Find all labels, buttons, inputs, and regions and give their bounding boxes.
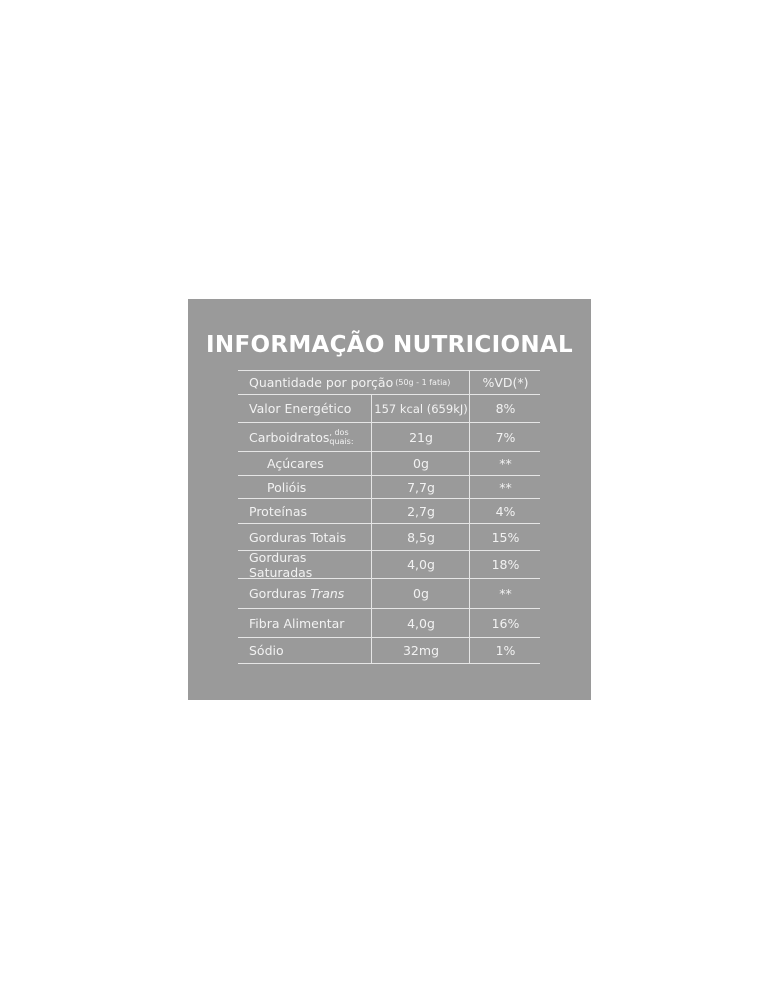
nutrient-dv: 7%	[469, 423, 541, 451]
table-row: Carboidratos, dos quais: 21g 7%	[238, 422, 540, 451]
nutrient-name: Gorduras Totais	[249, 529, 347, 545]
table-row: Gorduras Totais 8,5g 15%	[238, 523, 540, 550]
nutrient-amount: 2,7g	[371, 499, 470, 523]
nutrition-panel: INFORMAÇÃO NUTRICIONAL Quantidade por po…	[188, 299, 591, 700]
nutrient-name: Fibra Alimentar	[249, 615, 345, 631]
table-row: Proteínas 2,7g 4%	[238, 498, 540, 523]
nutrition-table: Quantidade por porção (50g - 1 fatia) %VD…	[238, 370, 540, 664]
nutrient-dv: **	[469, 579, 541, 608]
nutrient-amount: 0g	[371, 579, 470, 608]
nutrient-label: Carboidratos	[249, 429, 330, 445]
header-label: Quantidade por porção	[249, 375, 394, 390]
nutrient-dv: **	[469, 452, 541, 475]
nutrient-dv: **	[469, 476, 541, 498]
nutrient-note: , dos quais:	[329, 428, 354, 446]
nutrient-amount: 32mg	[371, 638, 470, 663]
serving-size: (50g - 1 fatia)	[395, 378, 451, 387]
nutrient-dv: 4%	[469, 499, 541, 523]
nutrient-name: Sódio	[249, 643, 284, 658]
nutrient-name: Carboidratos, dos quais:	[238, 423, 371, 451]
table-row: Gorduras Saturadas 4,0g 18%	[238, 549, 541, 580]
nutrient-dv: 1%	[469, 638, 541, 663]
nutrient-name: Proteínas	[249, 503, 307, 519]
nutrient-name: Gorduras Saturadas	[249, 549, 313, 580]
nutrient-note: Trans	[310, 586, 345, 601]
nutrient-amount: 157 kcal (659kJ)	[371, 395, 470, 422]
table-row: Polióis 7,7g **	[238, 475, 540, 498]
nutrient-dv: 8%	[469, 395, 541, 422]
table-row: Sódio 32mg 1%	[238, 637, 540, 664]
nutrient-dv: 18%	[469, 551, 541, 578]
nutrient-dv: 16%	[469, 609, 541, 637]
table-row: Gorduras Trans 0g **	[238, 578, 540, 608]
nutrient-amount: 21g	[371, 423, 470, 451]
nutrient-name: Polióis	[267, 479, 307, 495]
nutrient-amount: 8,5g	[371, 524, 470, 550]
nutrient-dv: 15%	[469, 524, 541, 550]
table-row: Fibra Alimentar 4,0g 16%	[238, 608, 540, 637]
nutrient-amount: 7,7g	[371, 476, 470, 498]
serving-label: Quantidade por porção (50g - 1 fatia)	[238, 371, 469, 394]
nutrient-amount: 0g	[371, 452, 470, 475]
panel-title: INFORMAÇÃO NUTRICIONAL	[206, 332, 573, 358]
nutrient-name: Gorduras Trans	[238, 579, 371, 608]
nutrient-amount: 4,0g	[371, 609, 470, 637]
nutrient-label: Gorduras	[249, 586, 307, 601]
dv-header: %VD(*)	[469, 371, 541, 394]
table-row: Valor Energético 157 kcal (659kJ) 8%	[238, 394, 540, 422]
table-row: Açúcares 0g **	[238, 451, 540, 475]
nutrient-amount: 4,0g	[371, 551, 470, 578]
nutrient-name: Valor Energético	[249, 401, 352, 416]
table-header: Quantidade por porção (50g - 1 fatia) %VD…	[238, 370, 540, 394]
nutrient-name: Açúcares	[267, 456, 324, 471]
